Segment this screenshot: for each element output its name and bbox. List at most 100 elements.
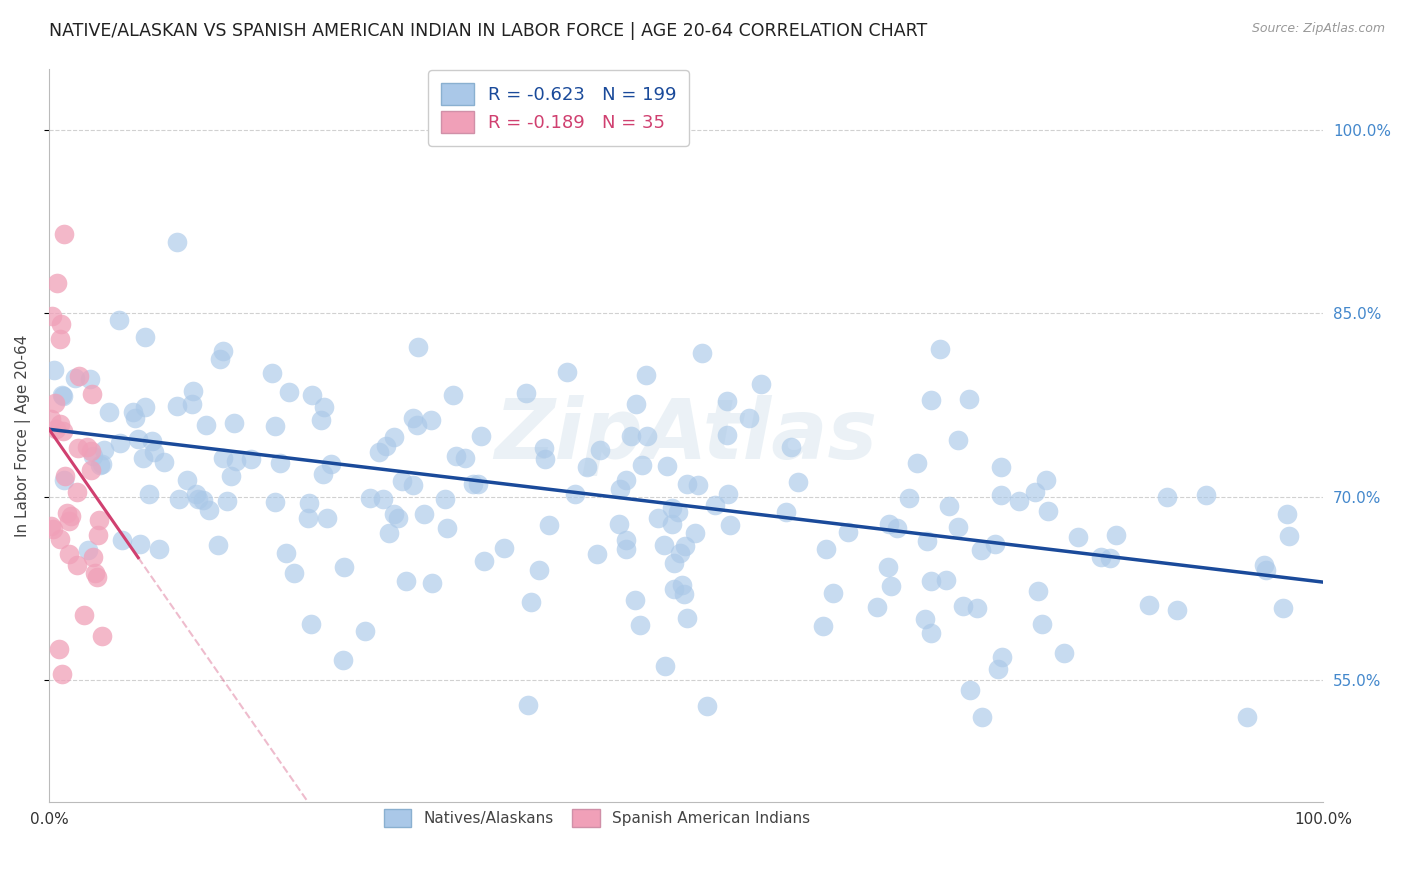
Point — [703, 498, 725, 512]
Point — [301, 387, 323, 401]
Point — [148, 541, 170, 556]
Point — [1024, 484, 1046, 499]
Point — [880, 579, 903, 593]
Point — [167, 491, 190, 506]
Point — [675, 611, 697, 625]
Point — [586, 547, 609, 561]
Point — [153, 454, 176, 468]
Point — [952, 599, 974, 614]
Point — [52, 424, 75, 438]
Point — [661, 501, 683, 516]
Point — [957, 392, 980, 406]
Point — [1137, 598, 1160, 612]
Point — [1036, 504, 1059, 518]
Point — [211, 344, 233, 359]
Point — [970, 709, 993, 723]
Point — [82, 550, 104, 565]
Point — [76, 441, 98, 455]
Point — [132, 450, 155, 465]
Point — [332, 653, 354, 667]
Point — [367, 445, 389, 459]
Point — [269, 456, 291, 470]
Point — [444, 449, 467, 463]
Point — [1195, 488, 1218, 502]
Point — [1031, 616, 1053, 631]
Point — [134, 400, 156, 414]
Point — [86, 570, 108, 584]
Point — [673, 587, 696, 601]
Point — [406, 340, 429, 354]
Point — [181, 396, 204, 410]
Point — [609, 482, 631, 496]
Point — [187, 491, 209, 506]
Point — [63, 371, 86, 385]
Point — [433, 491, 456, 506]
Point — [527, 563, 550, 577]
Point — [454, 451, 477, 466]
Point — [614, 473, 637, 487]
Point — [1275, 507, 1298, 521]
Point — [354, 624, 377, 638]
Point — [716, 428, 738, 442]
Point — [1053, 646, 1076, 660]
Point — [42, 362, 65, 376]
Point — [886, 521, 908, 535]
Point — [515, 386, 537, 401]
Point — [166, 235, 188, 249]
Point — [215, 493, 238, 508]
Point — [312, 400, 335, 414]
Point — [41, 309, 63, 323]
Point — [920, 626, 942, 640]
Point — [184, 487, 207, 501]
Point — [332, 559, 354, 574]
Point — [142, 445, 165, 459]
Point — [948, 433, 970, 447]
Point — [533, 451, 555, 466]
Point — [66, 558, 89, 573]
Point — [51, 388, 73, 402]
Point — [898, 491, 921, 505]
Point — [129, 537, 152, 551]
Point — [73, 607, 96, 622]
Point — [283, 566, 305, 580]
Point — [183, 384, 205, 398]
Point — [373, 492, 395, 507]
Point — [877, 517, 900, 532]
Point — [987, 662, 1010, 676]
Text: ZipAtlas: ZipAtlas — [495, 395, 877, 476]
Point — [80, 444, 103, 458]
Point — [576, 460, 599, 475]
Point — [636, 429, 658, 443]
Point — [93, 443, 115, 458]
Point — [44, 396, 66, 410]
Point — [984, 537, 1007, 551]
Point — [90, 629, 112, 643]
Point — [67, 368, 90, 383]
Point — [49, 532, 72, 546]
Point — [297, 510, 319, 524]
Point — [1105, 528, 1128, 542]
Point — [652, 538, 675, 552]
Point — [222, 416, 245, 430]
Point — [1278, 529, 1301, 543]
Point — [53, 227, 76, 241]
Point — [517, 698, 540, 713]
Point — [219, 469, 242, 483]
Point — [463, 477, 485, 491]
Point — [263, 495, 285, 509]
Point — [628, 618, 651, 632]
Point — [80, 463, 103, 477]
Point — [98, 405, 121, 419]
Point — [51, 666, 73, 681]
Point — [90, 457, 112, 471]
Point — [614, 533, 637, 548]
Point — [274, 546, 297, 560]
Point — [920, 574, 942, 589]
Point — [212, 450, 235, 465]
Point — [194, 418, 217, 433]
Point — [666, 505, 689, 519]
Point — [84, 566, 107, 580]
Point — [52, 389, 75, 403]
Point — [1272, 600, 1295, 615]
Point — [402, 478, 425, 492]
